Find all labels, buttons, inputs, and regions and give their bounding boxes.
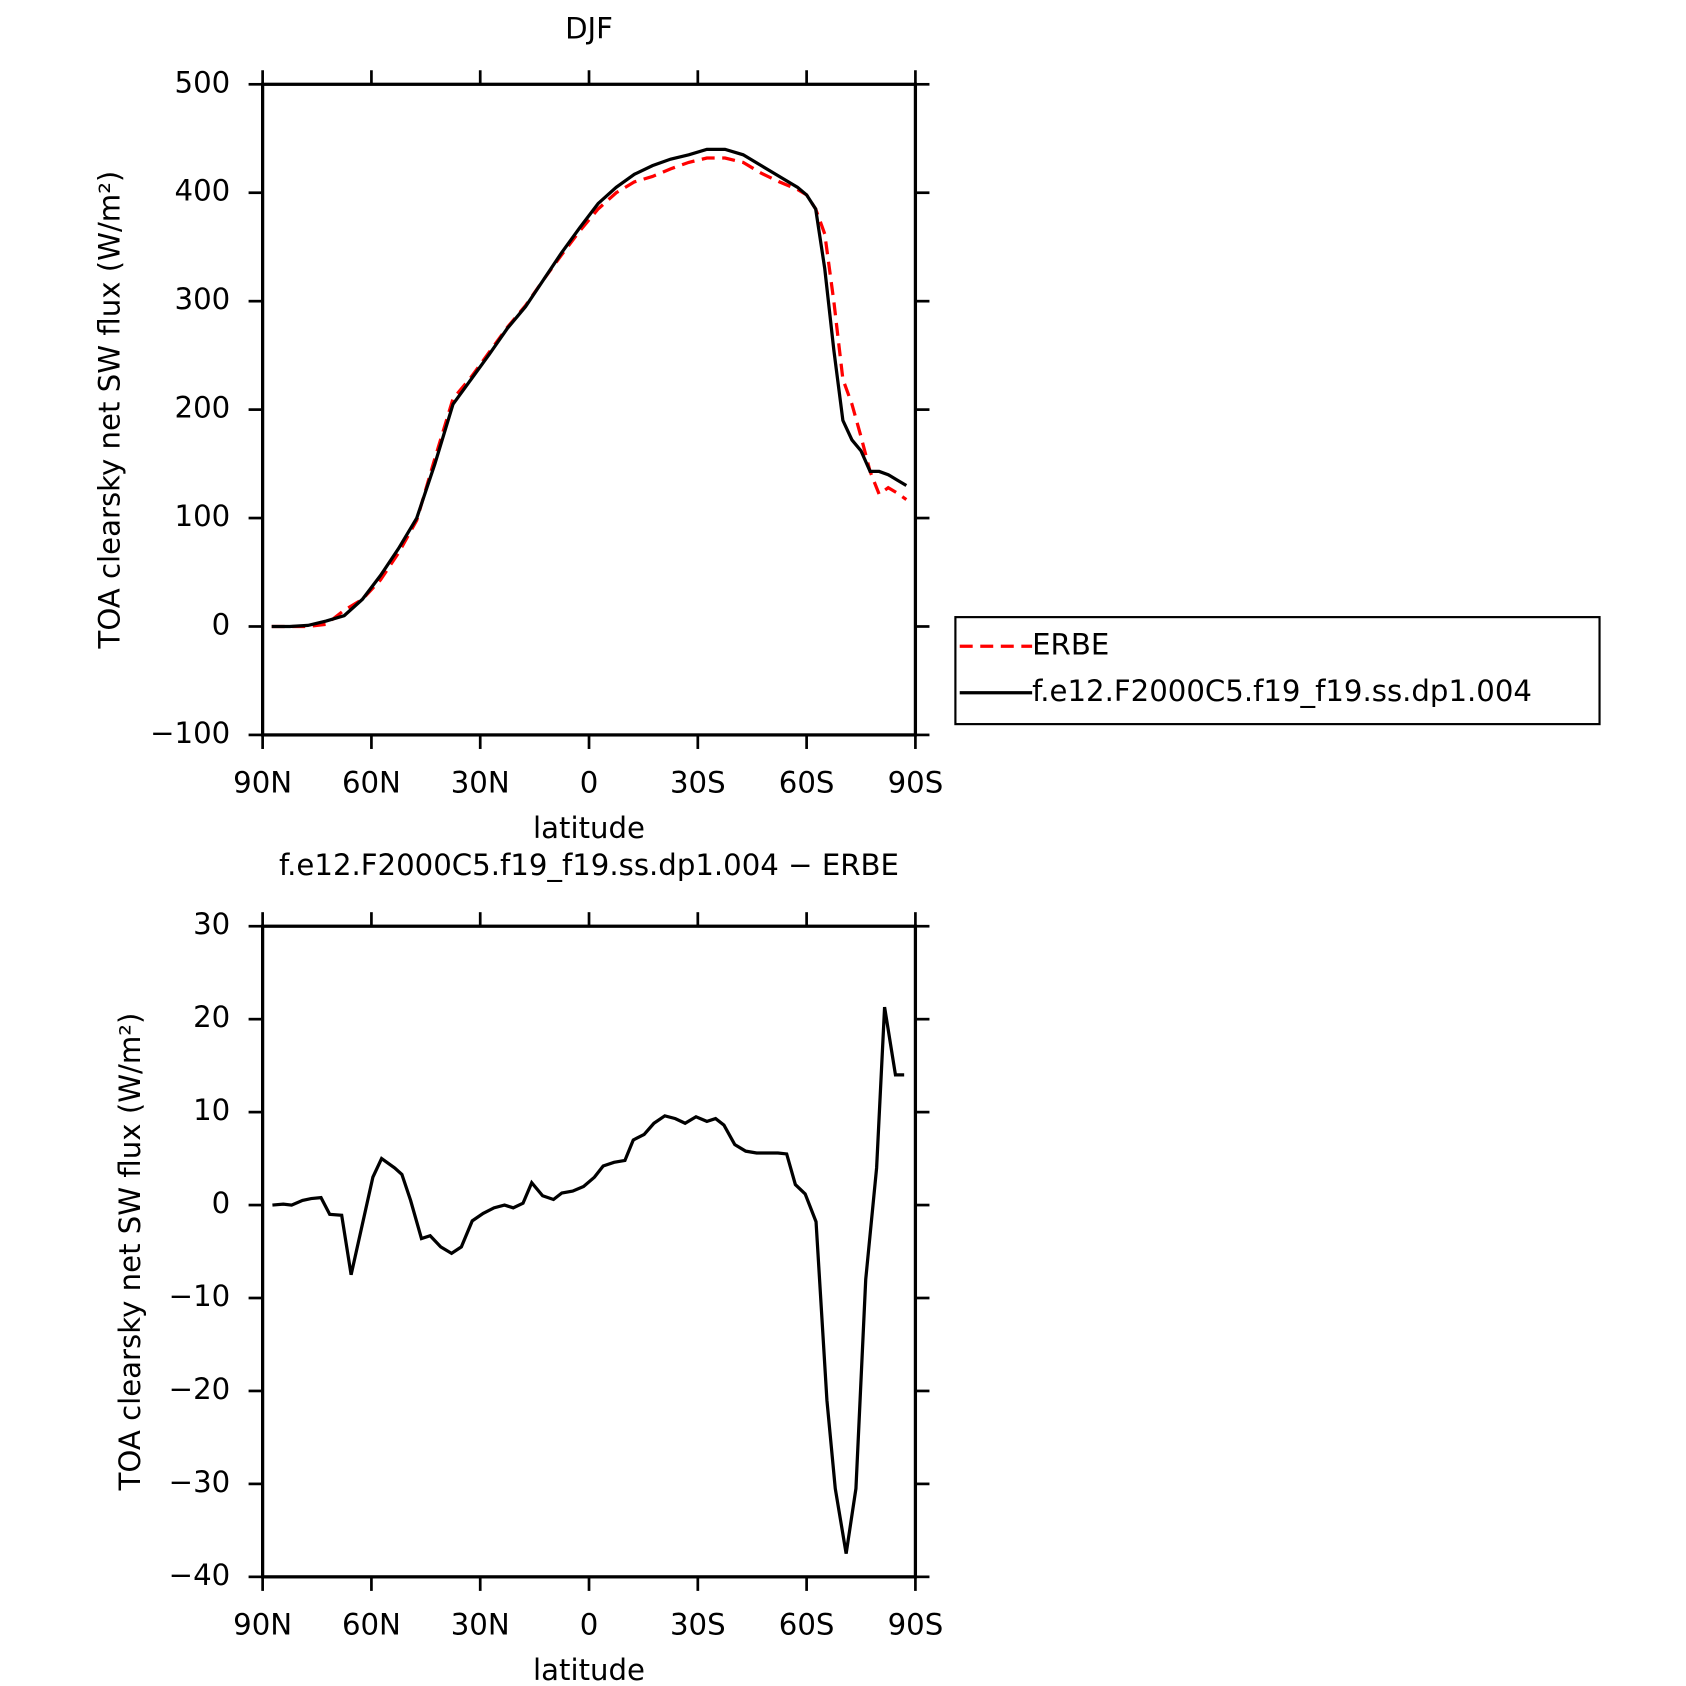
- x-tick-label: 90N: [233, 1608, 292, 1642]
- y-tick-label: −100: [150, 716, 230, 750]
- y-tick-label: 200: [175, 391, 231, 425]
- y-tick-label: 0: [212, 1186, 231, 1220]
- data-line: [272, 1006, 905, 1554]
- x-tick-label: 30N: [451, 766, 510, 800]
- x-tick-label: 30S: [670, 766, 726, 800]
- y-tick-label: −20: [169, 1372, 231, 1406]
- legend-label: ERBE: [1032, 627, 1109, 661]
- x-tick-label: 60S: [779, 766, 835, 800]
- y-axis-label: TOA clearsky net SW flux (W/m²): [92, 171, 126, 650]
- data-line: [271, 147, 908, 629]
- plot-frame: [261, 82, 918, 737]
- y-tick-label: 500: [175, 65, 231, 99]
- x-tick-label: 90S: [888, 766, 944, 800]
- x-tick-label: 60N: [342, 1608, 401, 1642]
- legend-box: [954, 616, 1601, 726]
- x-tick-label: 0: [580, 1608, 599, 1642]
- y-tick-label: 30: [193, 907, 230, 941]
- legend-label: f.e12.F2000C5.f19_f19.ss.dp1.004: [1032, 674, 1532, 708]
- data-line: [271, 156, 908, 629]
- y-tick-label: 400: [175, 174, 231, 208]
- x-axis-label: latitude: [533, 1653, 645, 1686]
- y-tick-label: 20: [193, 1000, 230, 1034]
- y-tick-label: −10: [169, 1279, 231, 1313]
- y-tick-label: 300: [175, 282, 231, 316]
- y-tick-label: 100: [175, 499, 231, 533]
- x-tick-label: 60N: [342, 766, 401, 800]
- y-axis-label: TOA clearsky net SW flux (W/m²): [113, 1013, 147, 1492]
- x-tick-label: 60S: [779, 1608, 835, 1642]
- y-tick-label: −30: [169, 1465, 231, 1499]
- x-axis-label: latitude: [533, 811, 645, 845]
- chart-title: f.e12.F2000C5.f19_f19.ss.dp1.004 − ERBE: [279, 848, 899, 882]
- chart-title: DJF: [565, 11, 613, 45]
- y-tick-label: 0: [212, 607, 231, 641]
- y-tick-label: 10: [193, 1093, 230, 1127]
- y-tick-label: −40: [169, 1558, 231, 1592]
- x-tick-label: 30N: [451, 1608, 510, 1642]
- x-tick-label: 90S: [888, 1608, 944, 1642]
- x-tick-label: 0: [580, 766, 599, 800]
- x-tick-label: 90N: [233, 766, 292, 800]
- x-tick-label: 30S: [670, 1608, 726, 1642]
